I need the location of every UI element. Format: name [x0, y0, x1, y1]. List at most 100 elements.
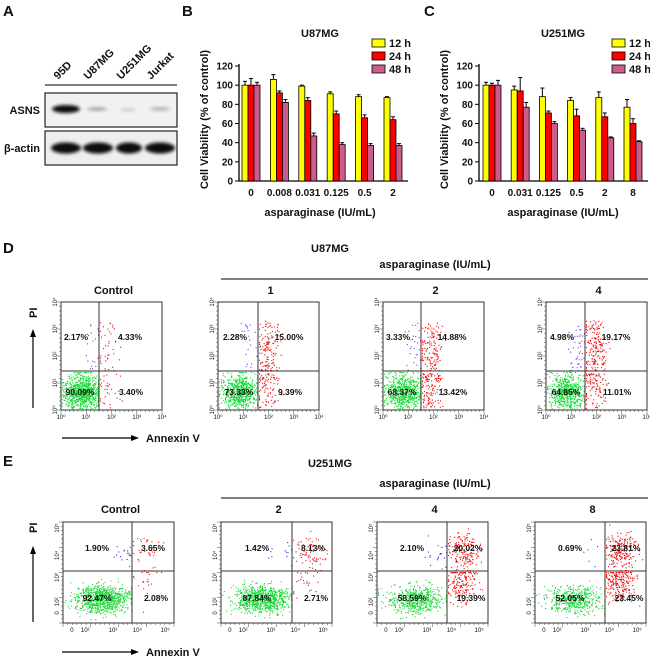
event-dot	[116, 597, 118, 599]
event-dot	[413, 373, 415, 375]
event-dot	[110, 595, 112, 597]
event-dot	[124, 598, 126, 600]
event-dot	[115, 594, 117, 596]
event-dot	[81, 396, 83, 398]
event-dot	[85, 382, 87, 384]
event-dot	[67, 381, 69, 383]
event-dot	[229, 383, 231, 385]
event-dot	[96, 583, 98, 585]
event-dot	[125, 607, 127, 609]
event-dot	[77, 384, 79, 386]
event-dot	[259, 395, 261, 397]
event-dot	[265, 349, 267, 351]
event-dot	[422, 374, 424, 376]
event-dot	[259, 397, 261, 399]
event-dot	[400, 378, 402, 380]
event-dot	[578, 384, 580, 386]
event-dot	[84, 384, 86, 386]
event-dot	[90, 372, 92, 374]
event-dot	[572, 378, 574, 380]
event-dot	[116, 593, 118, 595]
event-dot	[86, 602, 88, 604]
event-dot	[87, 409, 89, 411]
event-dot	[570, 398, 572, 400]
event-dot	[568, 391, 570, 393]
event-dot	[99, 593, 101, 595]
event-dot	[90, 611, 92, 613]
event-dot	[406, 385, 408, 387]
event-dot	[591, 325, 593, 327]
event-dot	[440, 347, 442, 349]
event-dot	[428, 379, 430, 381]
event-dot	[220, 381, 222, 383]
event-dot	[245, 395, 247, 397]
event-dot	[387, 390, 389, 392]
event-dot	[405, 394, 407, 396]
event-dot	[575, 329, 577, 331]
event-dot	[81, 392, 83, 394]
event-dot	[569, 351, 571, 353]
event-dot	[567, 409, 569, 411]
event-dot	[575, 404, 577, 406]
event-dot	[68, 383, 70, 385]
event-dot	[91, 590, 93, 592]
event-dot	[433, 365, 435, 367]
event-dot	[399, 397, 401, 399]
event-dot	[407, 391, 409, 393]
event-dot	[92, 398, 94, 400]
event-dot	[417, 385, 419, 387]
event-dot	[68, 376, 70, 378]
event-dot	[255, 385, 257, 387]
y-tick-label: 10⁴	[537, 297, 544, 307]
event-dot	[114, 593, 116, 595]
event-dot	[83, 396, 85, 398]
event-dot	[234, 409, 236, 411]
event-dot	[240, 394, 242, 396]
event-dot	[236, 379, 238, 381]
event-dot	[88, 384, 90, 386]
event-dot	[569, 375, 571, 377]
event-dot	[85, 399, 87, 401]
event-dot	[95, 400, 97, 402]
event-dot	[271, 351, 273, 353]
event-dot	[570, 372, 572, 374]
event-dot	[86, 343, 88, 345]
event-dot	[222, 375, 224, 377]
event-dot	[586, 369, 588, 371]
event-dot	[554, 402, 556, 404]
event-dot	[68, 378, 70, 380]
event-dot	[130, 602, 132, 604]
event-dot	[64, 395, 66, 397]
event-dot	[578, 386, 580, 388]
event-dot	[63, 396, 65, 398]
x-tick-label: 10¹	[567, 415, 576, 421]
event-dot	[591, 379, 593, 381]
event-dot	[243, 389, 245, 391]
event-dot	[125, 592, 127, 594]
event-dot	[415, 404, 417, 406]
event-dot	[116, 606, 118, 608]
event-dot	[598, 341, 600, 343]
event-dot	[593, 362, 595, 364]
event-dot	[83, 403, 85, 405]
event-dot	[247, 389, 249, 391]
event-dot	[88, 386, 90, 388]
event-dot	[423, 391, 425, 393]
event-dot	[578, 363, 580, 365]
event-dot	[563, 372, 565, 374]
event-dot	[600, 343, 602, 345]
event-dot	[73, 372, 75, 374]
event-dot	[410, 405, 412, 407]
event-dot	[413, 362, 415, 364]
event-dot	[426, 380, 428, 382]
event-dot	[118, 601, 120, 603]
event-dot	[95, 612, 97, 614]
event-dot	[580, 405, 582, 407]
event-dot	[578, 392, 580, 394]
event-dot	[115, 340, 117, 342]
event-dot	[565, 404, 567, 406]
event-dot	[412, 393, 414, 395]
event-dot	[103, 586, 105, 588]
event-dot	[436, 322, 438, 324]
event-dot	[602, 342, 604, 344]
